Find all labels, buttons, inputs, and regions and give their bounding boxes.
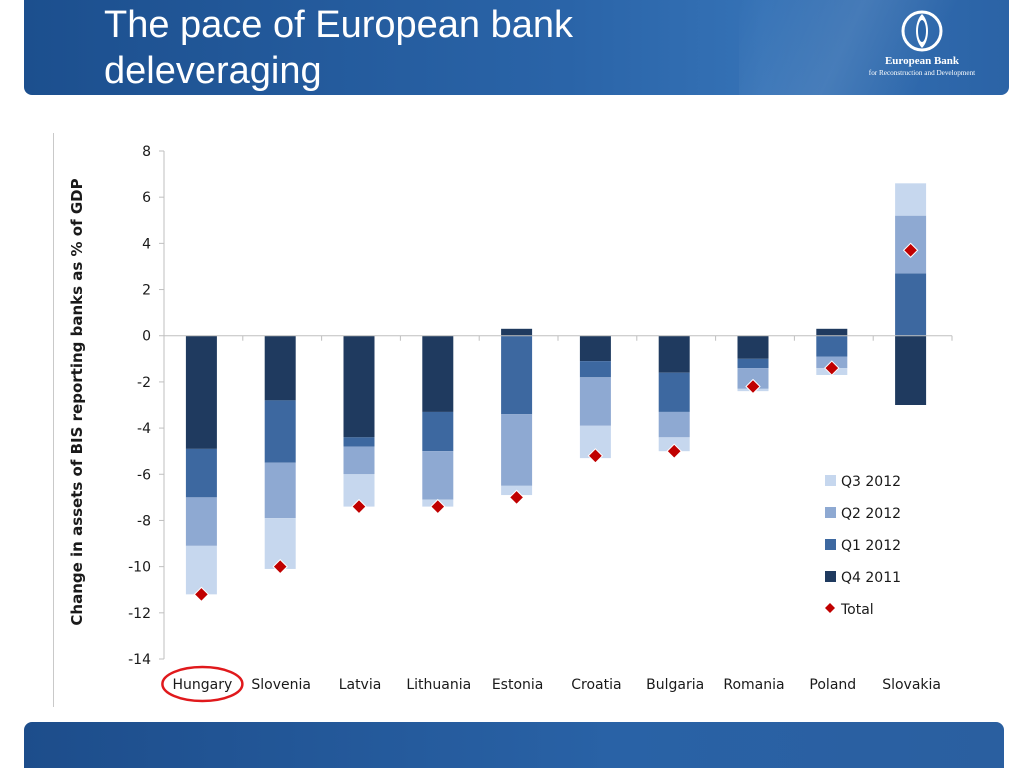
footer-bar (24, 722, 1004, 768)
bar-croatia-q1-2012 (579, 361, 611, 378)
total-marker-estonia (508, 489, 525, 506)
bar-romania-q2-2012 (737, 368, 769, 389)
y-tick-label: 2 (142, 283, 151, 299)
ebrd-logo: European Bank for Reconstruction and Dev… (842, 10, 1002, 90)
bar-slovenia-q4-2011 (264, 335, 296, 401)
bar-hungary-q1-2012 (185, 448, 217, 498)
x-category-label: Hungary (173, 677, 233, 693)
bar-poland-q1-2012 (816, 335, 848, 357)
x-category-label: Poland (809, 677, 856, 693)
total-marker-latvia (351, 498, 367, 515)
total-marker-hungary (193, 586, 210, 603)
total-marker-lithuania (430, 498, 446, 515)
bar-slovenia-q2-2012 (264, 462, 296, 519)
header-swoosh (739, 0, 1009, 95)
total-marker-slovenia (272, 558, 288, 575)
bar-croatia-q2-2012 (579, 377, 611, 426)
bar-lithuania-q4-2011 (422, 335, 454, 412)
legend-swatch (825, 539, 836, 550)
x-category-label: Croatia (571, 677, 621, 693)
y-tick-label: -4 (137, 421, 151, 437)
x-category-label: Estonia (492, 677, 544, 693)
y-tick-label: 6 (142, 190, 151, 206)
bar-romania-q1-2012 (737, 358, 769, 369)
logo-name: European Bank (884, 55, 960, 67)
stacked-bar-chart: 8 6 4 2 0 -2 -4 -6 -8 -10 -12 -14 Change in assets o… (68, 144, 953, 703)
bar-bulgaria-q2-2012 (658, 411, 690, 438)
bar-bulgaria-q1-2012 (658, 372, 690, 412)
x-category-label: Latvia (339, 677, 382, 693)
bar-slovakia-q3-2012 (895, 183, 927, 216)
legend-total-marker (825, 603, 835, 613)
x-category-label: Romania (723, 677, 784, 693)
bar-hungary-q2-2012 (185, 497, 217, 546)
legend-label: Q3 2012 (841, 474, 901, 490)
bar-hungary-q4-2011 (185, 335, 217, 449)
total-marker-romania (745, 378, 761, 395)
x-category-label: Slovakia (882, 677, 941, 693)
x-category-label: Lithuania (406, 677, 471, 693)
y-tick-label: -8 (137, 513, 151, 529)
legend-swatch (825, 507, 836, 518)
bar-latvia-q4-2011 (343, 335, 375, 438)
y-tick-label: 0 (142, 329, 151, 345)
bar-estonia-q1-2012 (501, 335, 533, 415)
bar-slovenia-q1-2012 (264, 400, 296, 463)
chart-frame-line (53, 133, 54, 707)
total-marker-poland (824, 360, 840, 376)
bar-bulgaria-q4-2011 (658, 335, 690, 373)
bar-slovakia-q1-2012 (895, 273, 927, 336)
bar-hungary-q3-2012 (185, 545, 217, 595)
y-tick-label: -10 (128, 560, 151, 576)
y-tick-label: -2 (137, 375, 151, 391)
total-marker-slovakia (902, 242, 919, 258)
x-category-label: Slovenia (251, 677, 311, 693)
y-axis-title: Change in assets of BIS reporting banks … (68, 178, 86, 625)
legend-label: Q4 2011 (841, 570, 901, 586)
logo-subtitle: for Reconstruction and Development (868, 69, 976, 77)
bar-latvia-q2-2012 (343, 446, 375, 475)
bar-latvia-q1-2012 (343, 437, 375, 447)
bar-lithuania-q1-2012 (422, 411, 454, 452)
bar-slovakia-q4-2011 (895, 335, 927, 405)
y-tick-label: -12 (128, 606, 151, 622)
x-category-label: Bulgaria (646, 677, 704, 693)
legend-swatch (825, 475, 836, 486)
bar-poland-q4-2011 (816, 328, 848, 336)
bar-estonia-q2-2012 (501, 414, 533, 486)
total-marker-croatia (587, 448, 604, 464)
header-bar: The pace of European bank deleveraging E… (24, 0, 1009, 95)
total-marker-bulgaria (666, 443, 682, 459)
legend-label: Total (840, 602, 874, 618)
bar-romania-q4-2011 (737, 335, 769, 359)
legend-swatch (825, 571, 836, 582)
y-tick-label: 4 (142, 236, 151, 252)
bar-croatia-q4-2011 (579, 335, 611, 362)
highlight-ellipse (161, 665, 244, 703)
y-tick-label: 8 (142, 144, 151, 160)
slide-title: The pace of European bank deleveraging (104, 4, 574, 92)
bar-estonia-q4-2011 (501, 328, 533, 336)
bar-lithuania-q2-2012 (422, 451, 454, 500)
ebrd-emblem-icon (901, 10, 943, 52)
y-tick-label: -6 (137, 467, 151, 483)
chart-container: 8 6 4 2 0 -2 -4 -6 -8 -10 -12 -14 Change in assets o… (52, 133, 972, 708)
legend-label: Q1 2012 (841, 538, 901, 554)
legend-label: Q2 2012 (841, 506, 901, 522)
y-tick-label: -14 (128, 652, 151, 668)
